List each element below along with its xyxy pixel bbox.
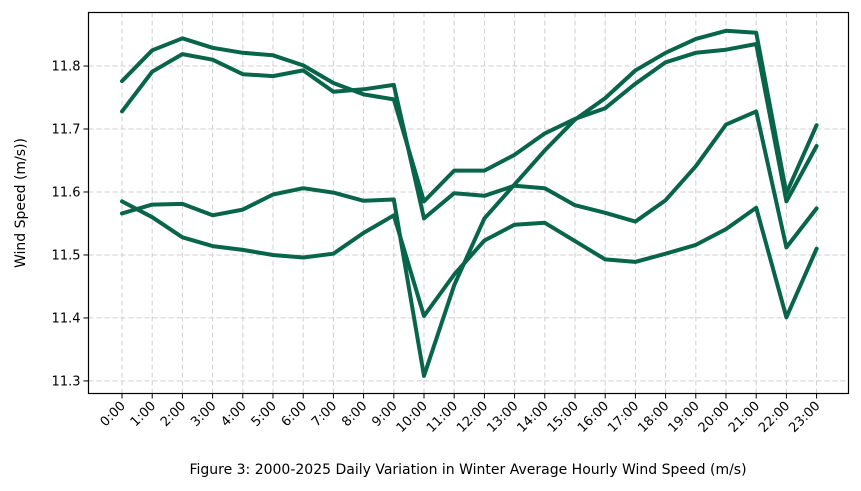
grid <box>88 12 849 394</box>
x-tick-label: 5:00 <box>249 399 280 430</box>
x-tick-label: 15:00 <box>545 399 582 436</box>
x-tick-label: 7:00 <box>309 399 340 430</box>
y-tick-label: 11.7 <box>52 123 81 138</box>
x-tick-label: 22:00 <box>756 399 793 436</box>
axis-ticks: 0:001:002:003:004:005:006:007:008:009:00… <box>52 60 824 436</box>
x-tick-label: 8:00 <box>339 399 370 430</box>
series-line-3 <box>120 28 819 378</box>
x-tick-label: 21:00 <box>726 399 763 436</box>
x-tick-label: 14:00 <box>515 399 552 436</box>
series-line-1 <box>120 36 819 204</box>
x-tick-label: 16:00 <box>575 399 612 436</box>
x-tick-label: 4:00 <box>218 399 249 430</box>
y-axis-label: Wind Speed (m/s)) <box>13 138 29 268</box>
x-tick-label: 11:00 <box>424 399 461 436</box>
y-tick-label: 11.4 <box>52 311 81 326</box>
x-tick-label: 6:00 <box>279 399 310 430</box>
series-lines <box>120 28 819 378</box>
y-tick-label: 11.8 <box>52 60 81 75</box>
x-tick-label: 13:00 <box>484 399 521 436</box>
x-tick-label: 20:00 <box>696 399 733 436</box>
x-tick-label: 0:00 <box>98 399 129 430</box>
x-tick-label: 12:00 <box>454 399 491 436</box>
plot-frame <box>87 11 850 395</box>
y-tick-label: 11.5 <box>52 248 81 263</box>
x-tick-label: 10:00 <box>394 399 431 436</box>
x-tick-label: 1:00 <box>128 399 159 430</box>
x-tick-label: 23:00 <box>786 399 823 436</box>
series-line-4 <box>120 199 819 320</box>
x-tick-label: 19:00 <box>666 399 703 436</box>
series-line-2 <box>120 52 819 250</box>
x-axis-label: Figure 3: 2000-2025 Daily Variation in W… <box>189 462 746 478</box>
y-tick-label: 11.6 <box>52 185 81 200</box>
x-tick-label: 2:00 <box>158 399 189 430</box>
y-tick-label: 11.3 <box>52 374 81 389</box>
x-tick-label: 17:00 <box>605 399 642 436</box>
x-tick-label: 18:00 <box>635 399 672 436</box>
x-tick-label: 3:00 <box>188 399 219 430</box>
